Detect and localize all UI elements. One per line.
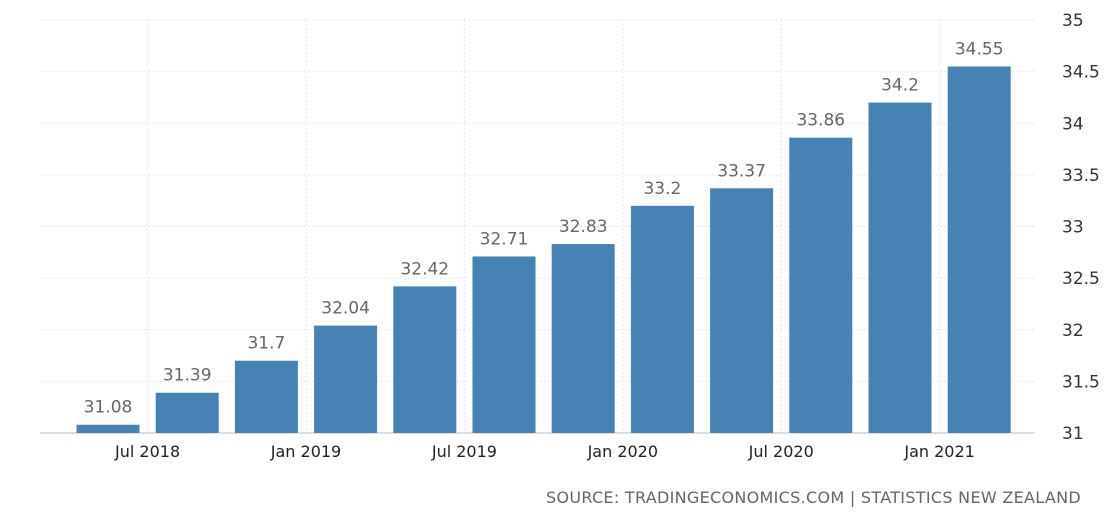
bar <box>234 360 298 433</box>
y-tick-label: 34.5 <box>1062 63 1100 83</box>
data-label: 34.2 <box>881 76 919 96</box>
data-label: 31.7 <box>247 334 285 354</box>
bar <box>472 256 536 433</box>
source-credit: SOURCE: TRADINGECONOMICS.COM | STATISTIC… <box>545 488 1081 507</box>
bar <box>314 325 378 433</box>
y-tick-label: 32 <box>1062 321 1084 341</box>
y-tick-label: 33.5 <box>1062 166 1100 186</box>
y-tick-label: 31 <box>1062 424 1084 444</box>
y-tick-label: 35 <box>1062 11 1084 31</box>
chart-x-axis: Jul 2018 Jan 2019 Jul 2019 Jan 2020 Jul 2020… <box>114 442 975 461</box>
x-tick-label: Jan 2019 <box>270 442 341 461</box>
y-tick-label: 33 <box>1062 218 1084 238</box>
data-label: 31.08 <box>84 398 133 418</box>
data-label: 33.37 <box>717 161 766 181</box>
x-tick-label: Jul 2018 <box>114 442 180 461</box>
bar <box>393 286 457 433</box>
data-label: 32.04 <box>321 299 370 319</box>
chart-y-axis: 31 31.5 32 32.5 33 33.5 34 34.5 35 <box>1062 11 1100 444</box>
data-label: 31.39 <box>163 366 212 386</box>
data-label: 32.83 <box>559 217 608 237</box>
data-label: 32.71 <box>480 229 529 249</box>
bar <box>155 392 219 433</box>
x-tick-label: Jan 2021 <box>903 442 974 461</box>
bar <box>868 102 932 433</box>
y-tick-label: 34 <box>1062 114 1084 134</box>
x-tick-label: Jul 2020 <box>748 442 814 461</box>
bar <box>630 205 694 433</box>
chart-bars <box>76 66 1011 434</box>
y-tick-label: 32.5 <box>1062 269 1100 289</box>
data-label: 33.86 <box>796 111 845 131</box>
y-tick-label: 31.5 <box>1062 372 1100 392</box>
bar-chart: 31.08 31.39 31.7 32.04 32.42 32.71 32.83 33.2 33… <box>40 11 1100 461</box>
x-tick-label: Jul 2019 <box>431 442 497 461</box>
bar <box>551 244 615 433</box>
chart-data-labels: 31.08 31.39 31.7 32.04 32.42 32.71 32.83 33.2 33… <box>84 39 1004 417</box>
bar <box>947 66 1011 434</box>
data-label: 32.42 <box>400 259 449 279</box>
bar <box>710 188 774 433</box>
data-label: 34.55 <box>955 39 1004 59</box>
bar <box>76 424 140 433</box>
x-tick-label: Jan 2020 <box>587 442 658 461</box>
chart-grid <box>40 19 1035 434</box>
bar <box>789 137 853 433</box>
data-label: 33.2 <box>643 179 681 199</box>
